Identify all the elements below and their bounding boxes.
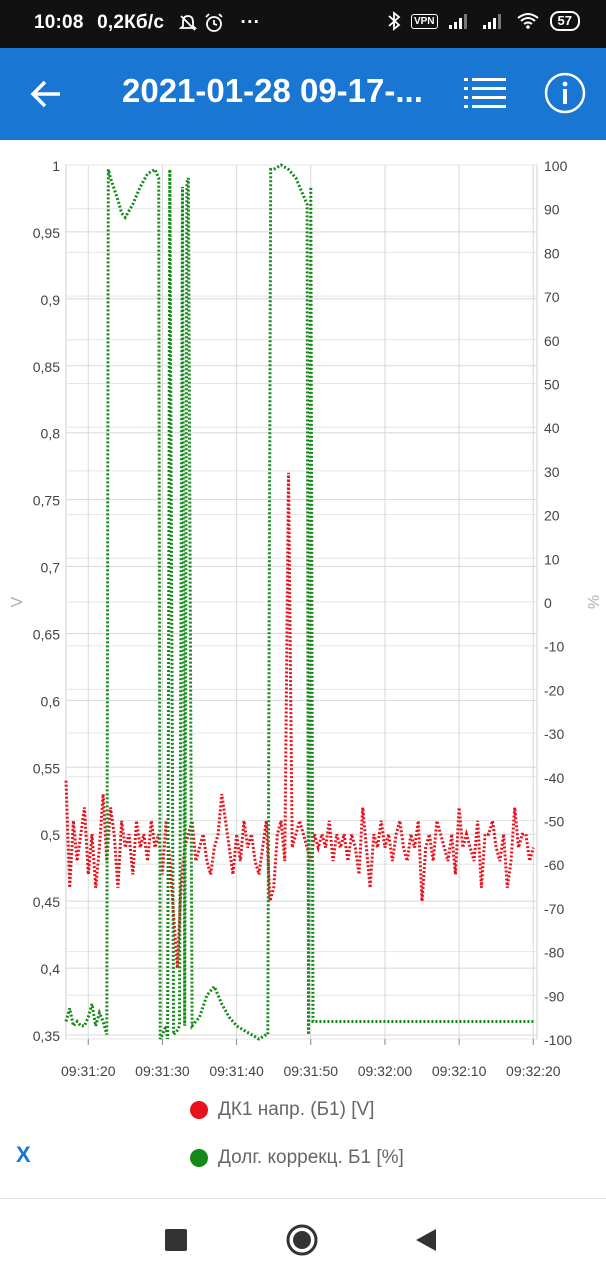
y-left-tick-label: 0,4: [41, 961, 61, 977]
vpn-badge: VPN: [410, 13, 438, 29]
y-right-tick-label: -10: [544, 639, 564, 655]
y-right-tick-label: -100: [544, 1032, 572, 1048]
signal-icon: [448, 14, 467, 29]
chart-area[interactable]: 1 0,95 0,9 0,85 0,8 0,75 0,7 0,65 0,6 0,55 0,5 0,45…: [0, 140, 606, 1085]
status-net-speed: 0,2Кб/с: [97, 12, 165, 34]
legend-dot-red: [190, 1101, 208, 1119]
y-left-tick-label: 0,95: [33, 225, 60, 241]
battery-indicator: 57: [549, 11, 580, 31]
y-left-tick-label: 0,55: [33, 760, 60, 776]
divider: [0, 1198, 606, 1199]
legend-item-trim: Долг. коррекц. Б1 [%]: [190, 1147, 404, 1169]
y-left-tick-label: 0,6: [41, 693, 61, 709]
status-bar: 10:08 0,2Кб/с ··· VPN: [0, 0, 606, 48]
y-right-tick-label: 10: [544, 551, 560, 567]
x-tick-label: 09:31:20: [61, 1063, 116, 1079]
app-bar: 2021-01-28 09-17-...: [0, 48, 606, 140]
x-tick-label: 09:32:20: [506, 1063, 561, 1079]
y-right-tick-label: 20: [544, 508, 560, 524]
y-right-tick-label: -90: [544, 988, 564, 1004]
y-right-tick-label: -30: [544, 726, 564, 742]
y-right-tick-label: -50: [544, 814, 564, 830]
back-arrow-icon[interactable]: [28, 74, 68, 114]
y-left-tick-label: 0,65: [33, 626, 60, 642]
home-circle-icon[interactable]: [285, 1223, 319, 1257]
chart-legend: ДК1 напр. (Б1) [V] Долг. коррекц. Б1 [%]: [0, 1085, 606, 1195]
wifi-icon: [516, 13, 539, 29]
y-right-axis-label: %: [584, 595, 601, 609]
y-left-tick-label: 0,35: [33, 1028, 60, 1044]
x-tick-label: 09:31:50: [284, 1063, 339, 1079]
x-tick-label: 09:31:30: [135, 1063, 190, 1079]
y-left-tick-label: 0,45: [33, 894, 60, 910]
signal-icon-2: [482, 14, 501, 29]
legend-label-voltage: ДК1 напр. (Б1) [V]: [218, 1099, 375, 1120]
list-icon[interactable]: [464, 78, 506, 110]
status-right: VPN 57: [387, 11, 580, 31]
y-right-tick-label: 70: [544, 289, 560, 305]
y-right-tick-label: 80: [544, 245, 560, 261]
status-more: ···: [240, 12, 261, 34]
bluetooth-icon: [388, 11, 401, 31]
y-right-tick-label: -80: [544, 945, 564, 961]
legend-dot-green: [190, 1149, 208, 1167]
y-right-tick-label: -40: [544, 770, 564, 786]
status-time: 10:08: [34, 12, 84, 34]
back-triangle-icon[interactable]: [414, 1228, 438, 1252]
y-left-tick-label: 0,9: [41, 292, 61, 308]
series-line-fuel-trim: [64, 163, 534, 1041]
legend-label-trim: Долг. коррекц. Б1 [%]: [218, 1147, 404, 1168]
y-right-tick-label: 30: [544, 464, 560, 480]
status-left: 10:08 0,2Кб/с ···: [34, 12, 268, 34]
alarm-icon: [205, 13, 223, 32]
y-right-tick-label: 60: [544, 333, 560, 349]
x-tick-label: 09:32:00: [358, 1063, 413, 1079]
y-left-tick-label: 0,8: [41, 426, 61, 442]
y-left-axis-label: V: [9, 596, 26, 607]
y-left-tick-label: 1: [52, 158, 60, 174]
legend-item-voltage: ДК1 напр. (Б1) [V]: [190, 1099, 374, 1121]
x-axis-toggle-button[interactable]: X: [16, 1142, 31, 1167]
x-tick-label: 09:32:10: [432, 1063, 487, 1079]
y-right-tick-label: 40: [544, 420, 560, 436]
y-right-tick-label: -70: [544, 901, 564, 917]
y-left-tick-label: 0,7: [41, 560, 61, 576]
x-tick-label: 09:31:40: [209, 1063, 264, 1079]
y-left-tick-label: 0,5: [41, 827, 61, 843]
y-right-tick-label: 0: [544, 595, 552, 611]
y-right-tick-label: 90: [544, 202, 560, 218]
series-line-voltage: [64, 472, 535, 969]
y-right-tick-label: 100: [544, 158, 568, 174]
y-left-tick-label: 0,75: [33, 493, 60, 509]
y-left-tick-label: 0,85: [33, 359, 60, 375]
recents-square-icon[interactable]: [165, 1229, 187, 1251]
y-right-tick-label: 50: [544, 377, 560, 393]
info-icon[interactable]: [544, 72, 586, 114]
y-right-tick-label: -20: [544, 682, 564, 698]
system-nav-bar: [0, 1199, 606, 1280]
y-right-tick-label: -60: [544, 857, 564, 873]
bell-off-icon: [178, 15, 197, 31]
line-chart[interactable]: 10,950,90,850,80,750,70,650,60,550,50,45…: [0, 140, 606, 1085]
page-title: 2021-01-28 09-17-...: [122, 72, 423, 109]
